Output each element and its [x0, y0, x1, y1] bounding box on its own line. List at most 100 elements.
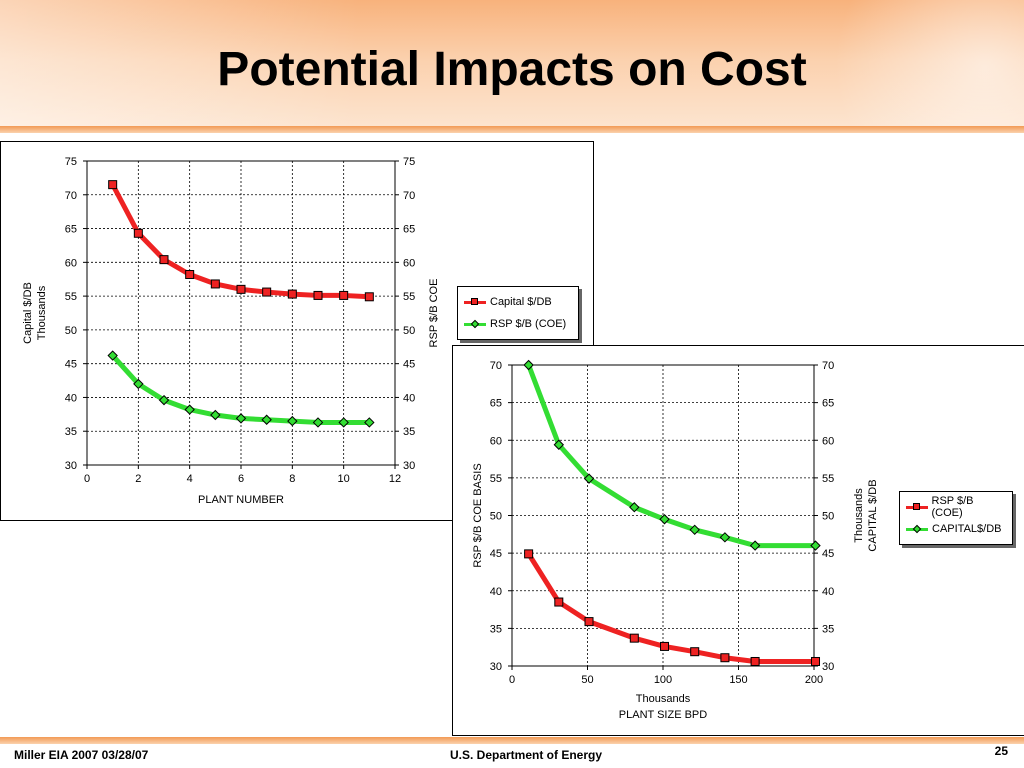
x-tick-label: 8 — [289, 473, 295, 485]
y-tick-label-left: 65 — [65, 224, 77, 236]
y-tick-label-right: 60 — [403, 257, 415, 269]
y-tick-label-left: 60 — [490, 435, 502, 447]
x-tick-label: 12 — [389, 473, 401, 485]
series-line — [526, 362, 819, 549]
y-axis-label-left: Capital $/DB — [22, 282, 34, 344]
y-axis-sublabel-right: Thousands — [853, 488, 865, 543]
page-number: 25 — [994, 744, 1008, 758]
legend-swatch-square-icon — [906, 502, 928, 512]
y-tick-label-left: 40 — [65, 392, 77, 404]
y-tick-label-right: 30 — [822, 661, 834, 673]
legend-entry: CAPITAL$/DB — [906, 518, 1006, 540]
data-point-square — [629, 633, 639, 643]
data-point-diamond — [107, 350, 118, 361]
y-tick-label-left: 35 — [65, 426, 77, 438]
data-point-diamond — [158, 394, 170, 406]
y-axis-label-right: CAPITAL $/DB — [867, 479, 879, 551]
data-point-square — [364, 292, 374, 302]
y-tick-label-left: 70 — [490, 360, 502, 372]
data-point-square — [185, 269, 195, 279]
y-tick-label-right: 45 — [403, 359, 415, 371]
y-tick-label-left: 75 — [65, 156, 77, 168]
data-point-square — [660, 641, 670, 651]
x-tick-label: 100 — [654, 674, 672, 686]
data-point-diamond — [210, 409, 221, 421]
x-tick-label: 150 — [729, 674, 747, 686]
y-tick-label-right: 35 — [822, 623, 834, 635]
y-tick-label-right: 40 — [822, 586, 834, 598]
y-axis-label-right: RSP $/B COE — [428, 279, 440, 348]
y-tick-label-left: 45 — [65, 359, 77, 371]
data-point-square — [811, 656, 821, 666]
legend-swatch-diamond-icon — [464, 319, 486, 329]
data-point-diamond — [338, 417, 349, 428]
data-point-diamond — [749, 540, 761, 551]
legend-label: CAPITAL$/DB — [932, 523, 1002, 535]
y-tick-label-left: 50 — [490, 511, 502, 523]
y-tick-label-right: 45 — [822, 548, 834, 560]
data-point-diamond — [287, 415, 298, 427]
y-tick-label-right: 55 — [403, 291, 415, 303]
x-tick-label: 10 — [338, 473, 350, 485]
slide-footer: Miller EIA 2007 03/28/07 U.S. Department… — [0, 744, 1024, 768]
y-tick-label-right: 55 — [822, 473, 834, 485]
y-tick-label-right: 60 — [822, 435, 834, 447]
series-line — [526, 551, 819, 664]
x-tick-label: 6 — [238, 473, 244, 485]
data-point-diamond — [312, 417, 324, 428]
plant-size-chart-svg: 30 35 40 45 50 55 60 65 70 30 35 40 45 50 55 60 65 70 0 50 1… — [472, 359, 879, 721]
data-point-square — [262, 287, 272, 297]
y-tick-label-left: 70 — [65, 190, 77, 202]
footer-author-date: Miller EIA 2007 03/28/07 — [14, 748, 149, 762]
y-tick-label-right: 65 — [822, 398, 834, 410]
x-axis-label: PLANT SIZE BPD — [619, 709, 707, 721]
x-tick-label: 2 — [135, 473, 141, 485]
x-tick-label: 50 — [581, 674, 593, 686]
legend-label: Capital $/DB — [490, 296, 552, 308]
slide-header-banner — [0, 0, 1024, 133]
data-point-square — [584, 617, 594, 627]
header-turbine-photo — [764, 0, 1024, 133]
data-point-diamond — [689, 524, 700, 536]
y-tick-label-right: 50 — [822, 511, 834, 523]
y-tick-label-left: 65 — [490, 398, 502, 410]
y-axis-label-left: RSP $/B COE BASIS — [472, 463, 484, 567]
legend-swatch-square-icon — [464, 297, 486, 307]
y-tick-label-right: 50 — [403, 325, 415, 337]
data-point-diamond — [659, 514, 670, 525]
header-landscape-photo — [0, 0, 360, 133]
legend-label: RSP $/B (COE) — [490, 318, 567, 330]
y-tick-label-right: 65 — [403, 224, 415, 236]
plant-size-legend: RSP $/B (COE) CAPITAL$/DB — [899, 491, 1013, 545]
y-tick-label-right: 30 — [403, 460, 415, 472]
data-point-diamond — [184, 404, 195, 415]
data-point-diamond — [261, 414, 272, 425]
data-point-square — [720, 653, 730, 663]
data-point-diamond — [629, 502, 640, 513]
header-divider — [0, 126, 1024, 133]
y-tick-label-left: 60 — [65, 257, 77, 269]
y-tick-label-left: 55 — [490, 473, 502, 485]
legend-entry: Capital $/DB — [464, 291, 572, 313]
legend-entry: RSP $/B (COE) — [906, 495, 1006, 519]
data-point-square — [159, 255, 169, 265]
footer-divider — [0, 737, 1024, 744]
y-tick-label-right: 70 — [822, 360, 834, 372]
x-tick-label: 0 — [84, 473, 90, 485]
data-point-square — [750, 656, 760, 666]
data-point-diamond — [583, 473, 595, 484]
y-tick-label-right: 40 — [403, 392, 415, 404]
x-axis-label: PLANT NUMBER — [198, 494, 284, 506]
data-point-square — [524, 549, 534, 559]
y-tick-label-left: 40 — [490, 586, 502, 598]
data-point-square — [108, 180, 118, 190]
x-tick-label: 200 — [805, 674, 823, 686]
data-point-diamond — [523, 359, 534, 371]
plant-number-chart-svg: 3035404550556065707530354045505560657075… — [22, 156, 440, 506]
y-tick-label-left: 30 — [490, 661, 502, 673]
x-axis-sublabel: Thousands — [636, 693, 691, 705]
data-point-diamond — [553, 439, 565, 450]
data-point-diamond — [810, 540, 821, 551]
data-point-square — [210, 279, 220, 289]
y-tick-label-left: 50 — [65, 325, 77, 337]
